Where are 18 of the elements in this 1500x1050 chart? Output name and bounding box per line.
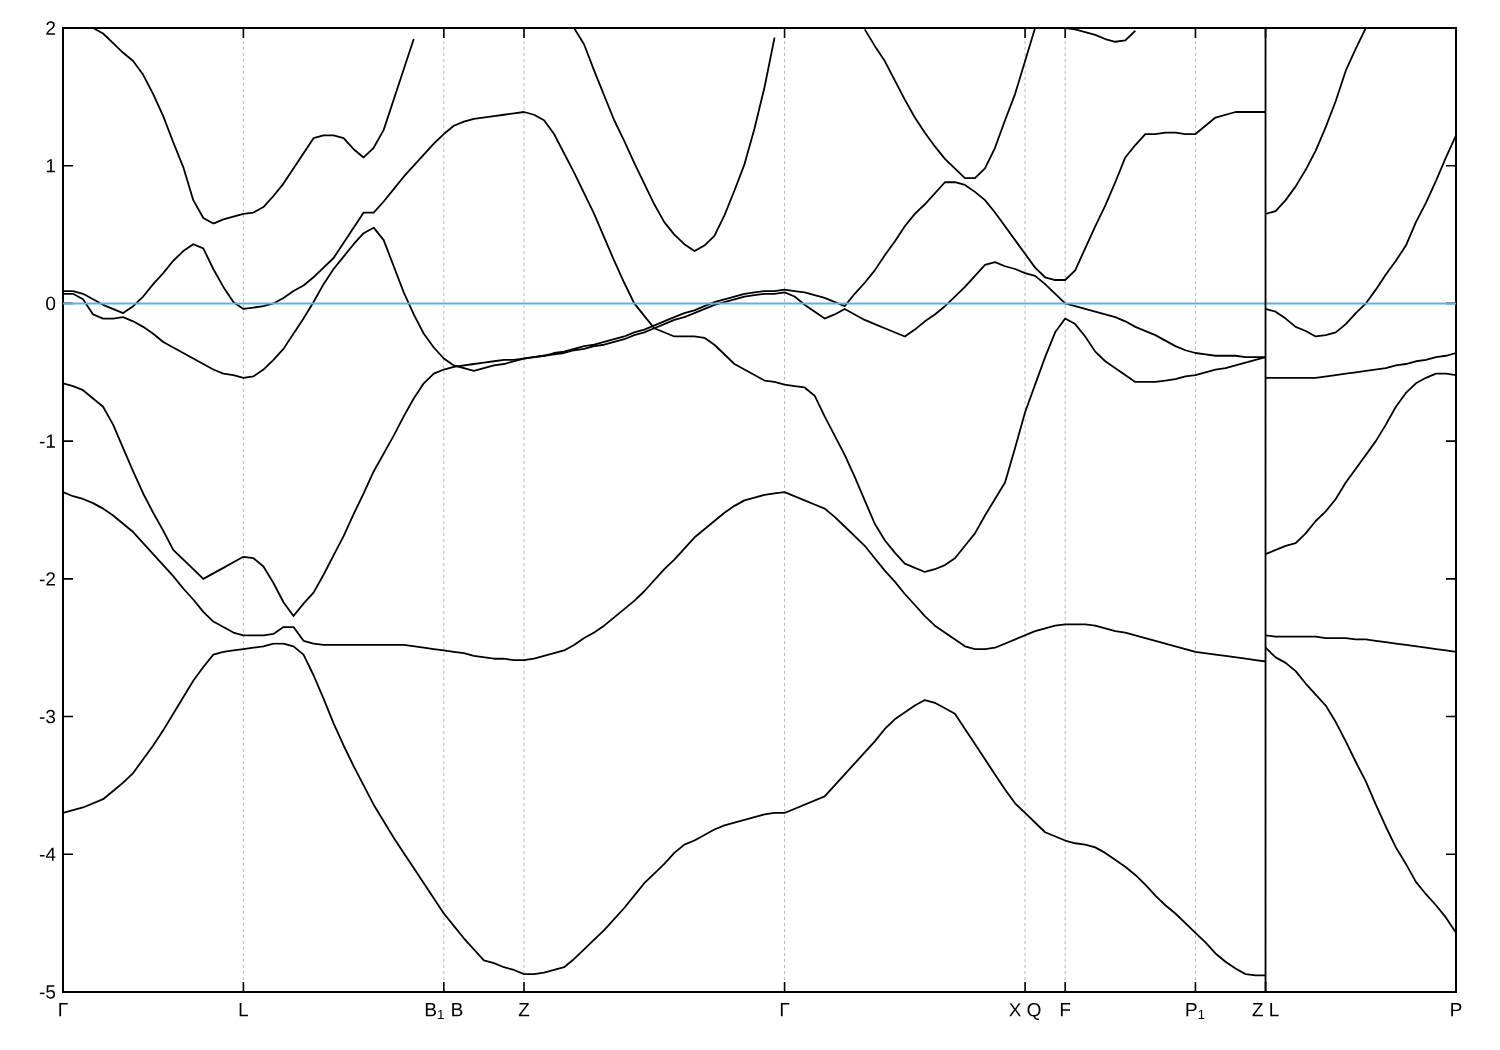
x-tick-label: P (1451, 1003, 1462, 1017)
y-tick-label: 2 (46, 21, 55, 35)
y-tick-label: -4 (39, 847, 56, 861)
y-tick-label: -3 (39, 709, 56, 724)
x-tick-label: Z L (1252, 1003, 1279, 1017)
y-tick-label: -5 (39, 985, 56, 999)
y-tick-label: 1 (46, 159, 55, 173)
x-tick-label: X Q (1009, 1003, 1041, 1020)
x-tick-label: Z (518, 1003, 530, 1017)
x-tick-label: L (239, 1003, 249, 1017)
y-tick-label: -2 (39, 572, 55, 586)
x-tick-label: F (1060, 1003, 1071, 1017)
y-tick-label: 0 (46, 296, 56, 311)
y-tick-label: -1 (39, 434, 55, 448)
x-tick-label: Γ (59, 1003, 68, 1017)
x-tick-label: B$_{1}$ B (425, 1003, 463, 1020)
x-tick-label: Γ (780, 1003, 790, 1017)
x-tick-label: P$_{1}$ (1186, 1003, 1205, 1020)
